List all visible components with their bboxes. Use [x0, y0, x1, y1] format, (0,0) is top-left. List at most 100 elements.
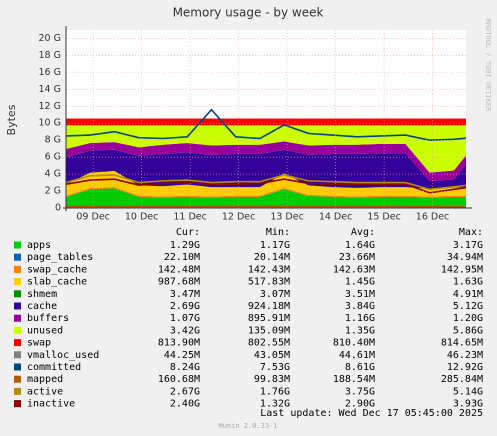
- legend-stat: 3.51M: [345, 289, 375, 300]
- legend-swatch: [14, 278, 21, 286]
- legend-stat: 99.83M: [254, 374, 290, 385]
- legend-stat: 2.67G: [170, 386, 200, 397]
- legend-stat: 34.94M: [447, 252, 483, 263]
- area: [66, 141, 466, 182]
- legend-stat: 2.40G: [170, 399, 200, 410]
- legend-stat: 22.10M: [164, 252, 200, 263]
- legend-stat: 5.86G: [453, 325, 483, 336]
- legend-stat: 5.12G: [453, 301, 483, 312]
- legend-stat: 814.65M: [441, 338, 483, 349]
- chart-title: Memory usage - by week: [173, 6, 324, 20]
- y-tick-label: 2 G: [45, 186, 61, 197]
- legend-stat: 142.63M: [333, 264, 375, 275]
- legend-stat: 517.83M: [248, 277, 290, 288]
- legend-swatch: [14, 375, 21, 383]
- legend-name: apps: [27, 240, 51, 251]
- legend-stat: 810.40M: [333, 338, 375, 349]
- legend-swatch: [14, 363, 21, 371]
- area: [66, 171, 466, 197]
- legend-name: cache: [27, 301, 57, 312]
- legend-stat: 3.75G: [345, 386, 375, 397]
- legend-stat: 23.66M: [339, 252, 375, 263]
- legend-name: committed: [27, 362, 81, 373]
- legend-swatch: [14, 241, 21, 249]
- legend-name: unused: [27, 325, 63, 336]
- line: [65, 174, 467, 191]
- y-tick-label: 18 G: [39, 50, 61, 61]
- area: [66, 149, 466, 189]
- legend-name: slab_cache: [27, 277, 87, 288]
- legend-stat: 8.61G: [345, 362, 375, 373]
- legend-stat: 895.91M: [248, 313, 290, 324]
- legend-stat: 3.93G: [453, 399, 483, 410]
- legend-stat: 142.43M: [248, 264, 290, 275]
- legend-stat: 4.91M: [453, 289, 483, 300]
- legend-stat: 2.69G: [170, 301, 200, 312]
- legend-stat: 3.42G: [170, 325, 200, 336]
- legend-stat: 1.17G: [260, 240, 290, 251]
- x-tick-label: 12 Dec: [222, 212, 256, 223]
- legend-stat: 20.14M: [254, 252, 290, 263]
- legend-stat: 3.47M: [170, 289, 200, 300]
- footer: Munin 2.0.33-1: [218, 422, 277, 430]
- legend-stat: 12.92G: [447, 362, 483, 373]
- legend-stat: 142.48M: [158, 264, 200, 275]
- legend-stat: 160.68M: [158, 374, 200, 385]
- legend-header: Avg:: [351, 227, 375, 238]
- x-tick-label: 15 Dec: [367, 212, 401, 223]
- legend-name: mapped: [27, 374, 63, 385]
- y-tick-label: 20 G: [39, 33, 61, 44]
- legend-name: swap_cache: [27, 264, 87, 275]
- legend-swatch: [14, 387, 21, 395]
- legend-name: buffers: [27, 313, 69, 324]
- y-tick-label: 14 G: [39, 84, 61, 95]
- legend-stat: 46.23M: [447, 350, 483, 361]
- legend-stat: 3.07M: [260, 289, 290, 300]
- legend-name: inactive: [27, 399, 75, 410]
- legend-stat: 1.32G: [260, 399, 290, 410]
- y-axis-label: Bytes: [5, 104, 18, 135]
- legend-swatch: [14, 253, 21, 261]
- legend-stat: 924.18M: [248, 301, 290, 312]
- legend-stat: 5.14G: [453, 386, 483, 397]
- legend-stat: 142.95M: [441, 264, 483, 275]
- plot: [65, 108, 467, 209]
- legend-stat: 1.63G: [453, 277, 483, 288]
- line: [65, 178, 467, 194]
- x-tick-label: 09 Dec: [76, 212, 110, 223]
- legend-stat: 285.84M: [441, 374, 483, 385]
- side-text: RRDTOOL / TOBI OETIKER: [484, 19, 492, 113]
- legend-stat: 1.35G: [345, 325, 375, 336]
- legend-swatch: [14, 339, 21, 347]
- legend-stat: 2.90G: [345, 399, 375, 410]
- legend-stat: 1.45G: [345, 277, 375, 288]
- line: [65, 108, 467, 141]
- legend-header: Min:: [266, 227, 290, 238]
- legend-stat: 1.20G: [453, 313, 483, 324]
- legend-stat: 7.53G: [260, 362, 290, 373]
- legend-name: active: [27, 386, 63, 397]
- legend-swatch: [14, 314, 21, 322]
- y-tick-label: 4 G: [45, 169, 61, 180]
- legend-stat: 3.84G: [345, 301, 375, 312]
- legend-stat: 1.64G: [345, 240, 375, 251]
- legend-swatch: [14, 326, 21, 334]
- y-tick-label: 12 G: [39, 101, 61, 112]
- legend-swatch: [14, 351, 21, 359]
- legend-swatch: [14, 302, 21, 310]
- legend-swatch: [14, 400, 21, 408]
- area: [66, 188, 466, 208]
- legend-header: Max:: [459, 227, 483, 238]
- legend-stat: 44.61M: [339, 350, 375, 361]
- legend-stat: 1.16G: [345, 313, 375, 324]
- x-tick-label: 13 Dec: [270, 212, 304, 223]
- legend-name: page_tables: [27, 252, 93, 263]
- legend-stat: 43.05M: [254, 350, 290, 361]
- x-tick-label: 14 Dec: [319, 212, 353, 223]
- y-tick-label: 0: [55, 203, 61, 214]
- area: [66, 187, 466, 198]
- x-tick-label: 10 Dec: [125, 212, 159, 223]
- y-tick-label: 10 G: [39, 118, 61, 129]
- y-tick-label: 6 G: [45, 152, 61, 163]
